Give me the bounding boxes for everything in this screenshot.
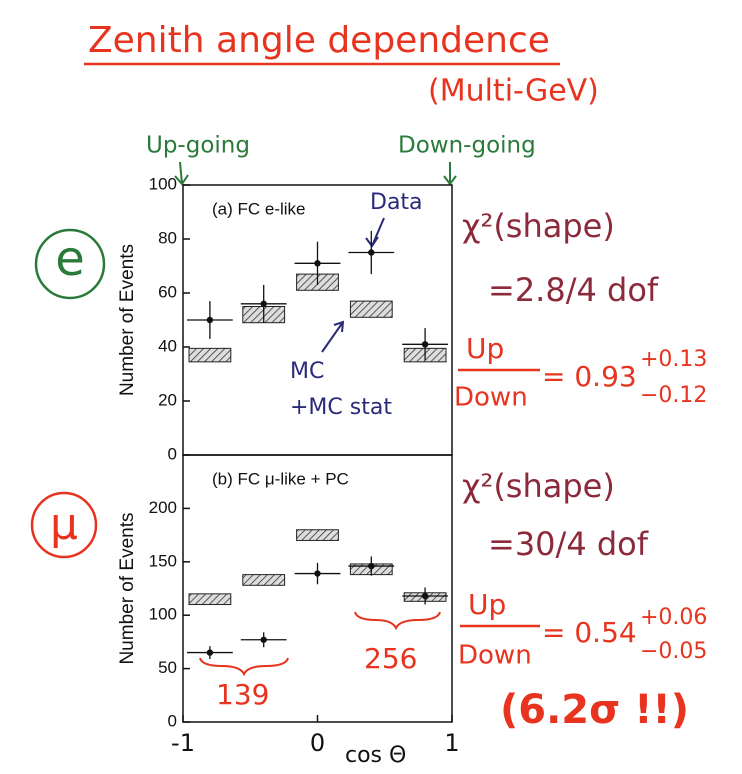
e-minus: −0.12 (640, 383, 707, 408)
mu-ratio-num: Up (468, 588, 506, 621)
mu-minus: −0.05 (640, 639, 707, 664)
y-tick-label: 0 (168, 444, 177, 463)
e-flavor: e (55, 231, 85, 287)
range-2: 256 (364, 642, 417, 675)
down-label: Down-going (398, 133, 536, 159)
data-point (206, 316, 214, 324)
mu-chi2: χ²(shape) (462, 467, 615, 505)
data-point (421, 341, 429, 348)
mc-box (349, 300, 393, 318)
brace-2 (354, 611, 441, 631)
mu-ratio: = 0.54 (542, 616, 637, 649)
x-axis-label: cos Θ (345, 743, 406, 768)
e-chi2-value: =2.8/4 dof (488, 271, 659, 309)
data-arrow (365, 217, 385, 248)
title: Zenith angle dependence (88, 20, 550, 61)
e-ratio-den: Down (454, 383, 528, 413)
mc-arrow (321, 320, 345, 353)
y-tick-label: 0 (168, 711, 177, 730)
data-point (368, 249, 375, 256)
mc-box (188, 347, 232, 363)
mu-circle (30, 491, 98, 559)
data-point (260, 636, 267, 643)
y-tick-label: 200 (149, 498, 177, 517)
data-point (260, 300, 267, 307)
mc-stat-note: +MC stat (290, 395, 392, 420)
up-arrow (174, 161, 189, 186)
y-tick-label: 100 (149, 174, 177, 193)
data-point (206, 649, 214, 656)
y-axis-label: Number of Events (117, 244, 138, 396)
mu-chi2-value: =30/4 dof (488, 525, 649, 563)
mu-ratio-den: Down (458, 641, 532, 671)
y-tick-label: 100 (149, 605, 177, 624)
y-tick-label: 20 (158, 390, 177, 409)
x-tick-label: 0 (310, 729, 325, 757)
mc-box (242, 574, 286, 586)
subtitle: (Multi-GeV) (428, 74, 599, 109)
y-tick-label: 60 (158, 282, 177, 301)
panel-title: (a) FC e-like (212, 199, 306, 218)
e-circle (34, 228, 106, 300)
data-point (368, 562, 375, 570)
mc-note: MC (290, 359, 324, 384)
mc-box (296, 529, 339, 541)
x-tick-label: -1 (171, 729, 195, 757)
e-plus: +0.13 (640, 347, 707, 372)
y-tick-label: 50 (158, 658, 177, 677)
mu-plus: +0.06 (640, 605, 707, 630)
data-point (421, 592, 429, 600)
brace-1 (199, 657, 289, 677)
y-tick-label: 40 (158, 336, 177, 355)
y-tick-label: 80 (158, 228, 177, 247)
data-point (314, 260, 321, 267)
mu-flavor: μ (50, 499, 78, 550)
e-ratio-num: Up (466, 332, 504, 365)
e-ratio: = 0.93 (542, 360, 637, 393)
significance: (6.2σ !!) (500, 687, 689, 733)
up-label: Up-going (146, 133, 250, 159)
data-note: Data (370, 190, 423, 215)
mc-box (188, 593, 232, 606)
x-tick-label: 1 (444, 729, 459, 757)
e-chi2: χ²(shape) (462, 207, 615, 245)
down-arrow (443, 162, 457, 186)
y-axis-label: Number of Events (117, 512, 138, 664)
range-1: 139 (216, 678, 269, 711)
panel-title: (b) FC μ-like + PC (212, 469, 349, 488)
y-tick-label: 150 (149, 551, 177, 570)
data-point (314, 570, 321, 577)
